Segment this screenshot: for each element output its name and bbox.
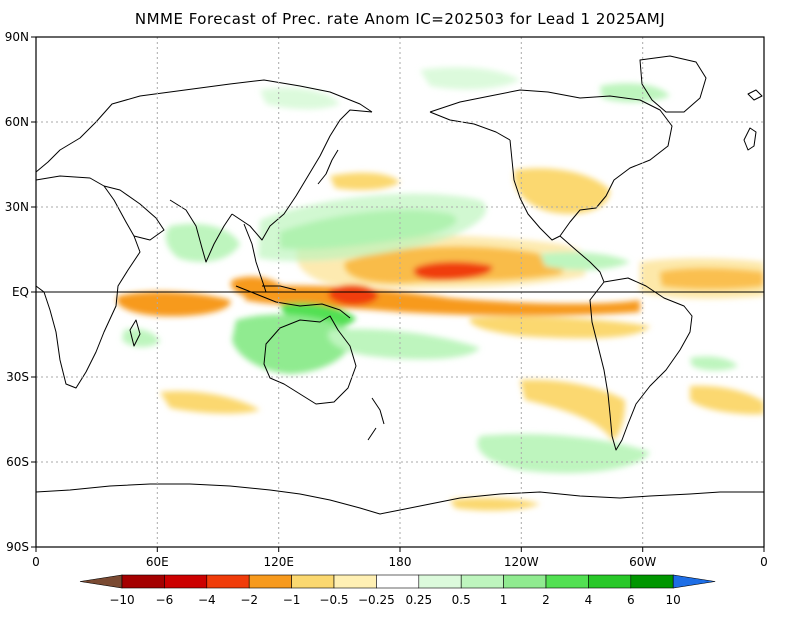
longitude-labels: 0 60E 120E 180 120W 60W 0 bbox=[32, 555, 768, 569]
lon-label-60e: 60E bbox=[146, 555, 169, 569]
madagascar-outline bbox=[129, 319, 141, 347]
colorbar-swatch bbox=[333, 574, 377, 589]
axis-ticks bbox=[31, 36, 765, 552]
europe-outline bbox=[36, 79, 373, 173]
anomaly-north-pacific-dry-core bbox=[413, 261, 493, 280]
colorbar-label: 0.5 bbox=[452, 593, 471, 607]
anomaly-west-pacific-wet-halo bbox=[258, 193, 487, 262]
anomaly-south-indian-dry bbox=[160, 391, 260, 414]
japan-outline bbox=[317, 149, 339, 185]
indochina-outline bbox=[243, 223, 267, 293]
uk-outline bbox=[743, 127, 757, 151]
map-title: NMME Forecast of Prec. rate Anom IC=2025… bbox=[134, 10, 666, 28]
colorbar-label: 0.25 bbox=[405, 593, 432, 607]
colorbar-label: −6 bbox=[156, 593, 174, 607]
india-outline bbox=[169, 199, 233, 263]
colorbar-label: −1 bbox=[283, 593, 301, 607]
lat-label-30n: 30N bbox=[5, 200, 29, 214]
colorbar-label: −4 bbox=[198, 593, 216, 607]
anomaly-atlantic-dry-light bbox=[640, 258, 764, 299]
lon-label-0-east: 0 bbox=[760, 555, 768, 569]
lat-label-eq: EQ bbox=[12, 285, 29, 299]
colorbar-swatch bbox=[206, 574, 250, 589]
colorbar-swatch bbox=[248, 574, 292, 589]
arabia-outline bbox=[103, 185, 165, 241]
colorbar-label: 2 bbox=[542, 593, 550, 607]
anomaly-east-pacific-wet bbox=[540, 252, 630, 271]
anomaly-north-atlantic-wet bbox=[690, 356, 738, 371]
colorbar-label: −0.25 bbox=[358, 593, 395, 607]
colorbar-swatch bbox=[503, 574, 547, 589]
indonesia-outline bbox=[235, 285, 351, 319]
anomaly-india-wet bbox=[165, 223, 240, 262]
anomaly-siberia-wet bbox=[420, 67, 520, 90]
anomaly-us-dry bbox=[514, 168, 610, 214]
colorbar-label: 6 bbox=[627, 593, 635, 607]
anomaly-field-layer bbox=[116, 67, 764, 511]
anomaly-spcz-wet bbox=[328, 328, 480, 360]
lat-label-90s: 90S bbox=[6, 540, 29, 554]
land-outline-layer bbox=[36, 55, 764, 515]
greenland-outline bbox=[639, 55, 707, 113]
lat-label-30s: 30S bbox=[6, 370, 29, 384]
colorbar-label: −10 bbox=[109, 593, 134, 607]
colorbar-swatch bbox=[291, 574, 335, 589]
alaska-outline bbox=[429, 111, 511, 141]
colorbar-swatch bbox=[418, 574, 462, 589]
lat-label-90n: 90N bbox=[5, 30, 29, 44]
anomaly-southern-ocean-dry bbox=[450, 497, 540, 511]
latitude-labels: 90N 60N 30N EQ 30S 60S 90S bbox=[5, 30, 29, 554]
colorbar-label: 10 bbox=[666, 593, 681, 607]
iceland-outline bbox=[747, 89, 763, 101]
colorbar-swatch bbox=[164, 574, 208, 589]
colorbar-label: −2 bbox=[240, 593, 258, 607]
colorbar-label: −0.5 bbox=[319, 593, 348, 607]
north-america-outline bbox=[429, 89, 673, 283]
colorbar-label: 4 bbox=[585, 593, 593, 607]
anomaly-australia-wet bbox=[232, 314, 352, 374]
lon-label-0-west: 0 bbox=[32, 555, 40, 569]
colorbar-arrow-high bbox=[672, 574, 716, 589]
colorbar-arrow-low bbox=[79, 574, 123, 589]
anomaly-eurasia-wet bbox=[260, 87, 340, 110]
south-america-outline bbox=[589, 277, 693, 451]
lon-label-120w: 120W bbox=[504, 555, 539, 569]
colorbar-label: 1 bbox=[500, 593, 508, 607]
anomaly-southern-ocean-wet bbox=[477, 433, 650, 474]
anomaly-south-america-dry bbox=[520, 379, 626, 440]
anomaly-south-atlantic-dry bbox=[690, 385, 764, 415]
anomaly-indian-ocean-dry bbox=[116, 291, 231, 317]
us-west-coast-outline bbox=[509, 139, 561, 241]
colorbar-swatch bbox=[460, 574, 504, 589]
lat-label-60s: 60S bbox=[6, 455, 29, 469]
anomaly-north-pacific-dry bbox=[330, 172, 400, 190]
colorbar-swatch bbox=[376, 574, 420, 589]
colorbar-swatch bbox=[588, 574, 632, 589]
colorbar: −10 −6 −4 −2 −1 −0.5 −0.25 0.25 0.5 1 2 4 6 10 bbox=[79, 574, 716, 607]
anomaly-dateline-dry-core bbox=[328, 285, 379, 306]
colorbar-swatch bbox=[630, 574, 674, 589]
africa-outline bbox=[36, 175, 141, 389]
lon-label-60w: 60W bbox=[629, 555, 656, 569]
colorbar-swatch bbox=[121, 574, 165, 589]
anomaly-south-indian-wet bbox=[122, 328, 160, 348]
anomaly-canada-wet bbox=[600, 83, 670, 103]
antarctica-outline bbox=[36, 483, 764, 515]
new-zealand-outline bbox=[367, 397, 385, 441]
east-asia-outline bbox=[231, 109, 373, 241]
lon-label-120e: 120E bbox=[263, 555, 294, 569]
lat-label-60n: 60N bbox=[5, 115, 29, 129]
colorbar-swatch bbox=[545, 574, 589, 589]
anomaly-east-pacific-dry bbox=[469, 316, 650, 339]
lon-label-180: 180 bbox=[389, 555, 412, 569]
